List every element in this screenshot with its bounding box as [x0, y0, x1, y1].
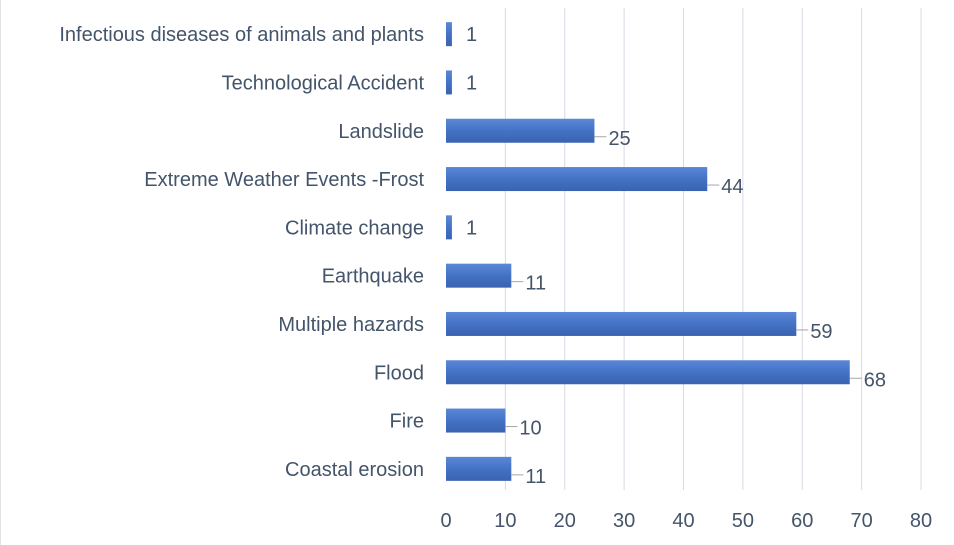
bar-technological-accident: [446, 70, 452, 95]
bar-extreme-weather-events-frost: [446, 167, 708, 192]
x-tick-label: 30: [613, 510, 635, 532]
category-label: Earthquake: [322, 266, 424, 288]
bar-coastal-erosion: [446, 456, 512, 481]
data-label: 10: [519, 418, 541, 440]
x-tick-label: 50: [732, 510, 754, 532]
category-label: Multiple hazards: [278, 314, 424, 336]
category-label: Fire: [390, 411, 424, 433]
category-label: Coastal erosion: [285, 459, 424, 481]
x-tick-label: 20: [554, 510, 576, 532]
bar-multiple-hazards: [446, 311, 797, 336]
bar-climate-change: [446, 215, 452, 240]
category-labels: Coastal erosion Fire Flood Multiple hazards…: [59, 24, 424, 481]
category-label: Technological Accident: [222, 72, 425, 94]
category-label: Extreme Weather Events -Frost: [144, 169, 424, 191]
data-label: 1: [466, 72, 477, 94]
data-label: 1: [466, 24, 477, 46]
x-tick-label: 40: [672, 510, 694, 532]
data-label: 1: [466, 217, 477, 239]
data-label: 25: [608, 128, 630, 150]
bar-flood: [446, 360, 850, 385]
bars: [446, 22, 850, 481]
grid-lines: [504, 8, 922, 490]
data-label: 44: [721, 176, 743, 198]
data-label: 11: [525, 466, 546, 488]
data-label: 11: [525, 273, 546, 295]
bar-infectious-diseases-of-animals-and-plants: [446, 22, 452, 47]
category-label: Infectious diseases of animals and plant…: [59, 24, 424, 46]
data-label: 59: [810, 321, 832, 343]
x-tick-label: 60: [791, 510, 813, 532]
bar-earthquake: [446, 263, 512, 288]
data-label: 68: [864, 369, 886, 391]
category-label: Landslide: [338, 121, 424, 143]
x-tick-label: 70: [851, 510, 873, 532]
bar-landslide: [446, 118, 595, 143]
x-tick-label: 80: [910, 510, 932, 532]
bar-fire: [446, 408, 506, 433]
category-label: Climate change: [285, 217, 424, 239]
x-tick-label: 10: [494, 510, 516, 532]
x-tick-label: 0: [440, 510, 451, 532]
category-label: Flood: [374, 362, 424, 384]
x-axis-ticks: 0 10 20 30 40 50 60 70 80: [440, 510, 932, 532]
